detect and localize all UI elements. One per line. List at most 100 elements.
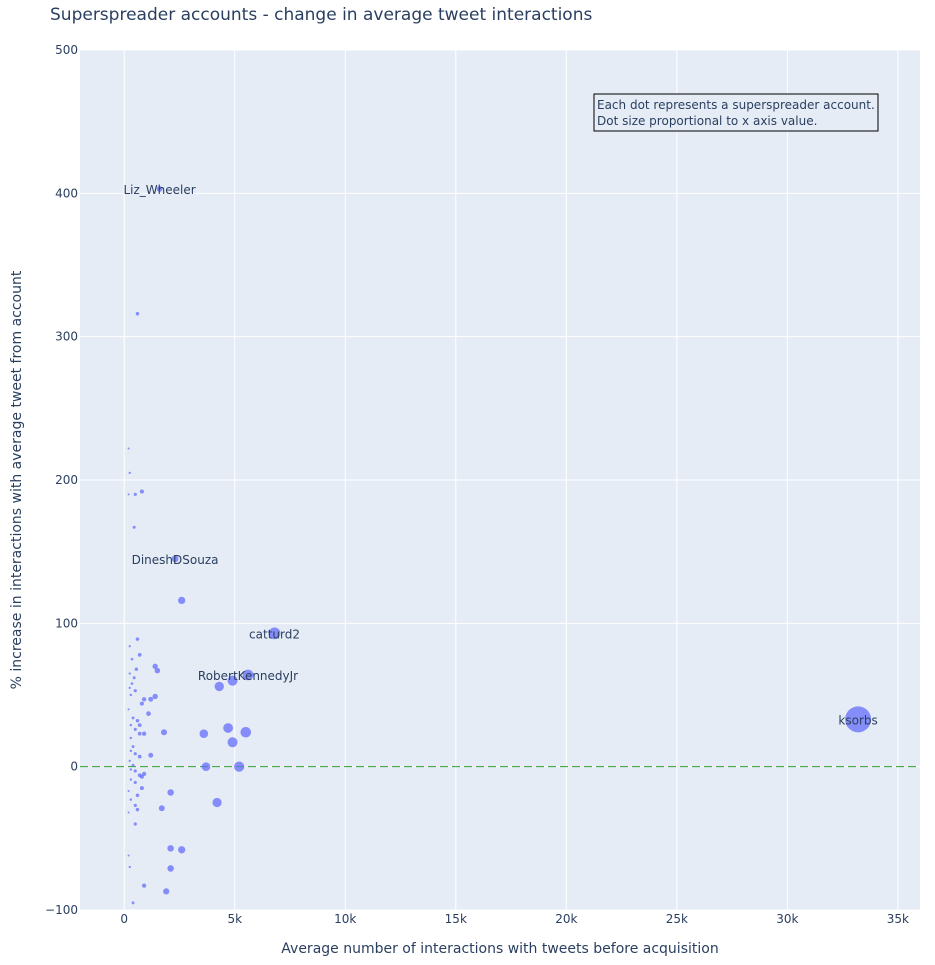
data-point [141, 731, 147, 736]
data-point [148, 696, 154, 702]
data-point [133, 492, 137, 496]
data-point [131, 716, 135, 720]
data-point [135, 719, 140, 723]
x-tick-label: 25k [666, 912, 688, 926]
data-point [154, 667, 161, 674]
data-point [171, 555, 179, 563]
data-point [134, 667, 139, 671]
data-point [133, 822, 137, 826]
x-tick-label: 0 [120, 912, 128, 926]
x-tick-label: 10k [334, 912, 356, 926]
data-point [135, 807, 140, 812]
data-point [129, 778, 133, 781]
data-point [128, 686, 131, 689]
data-point [130, 682, 134, 685]
point-label: ksorbs [838, 713, 877, 727]
y-tick-label: −100 [45, 903, 78, 917]
x-tick-label: 30k [776, 912, 798, 926]
point-label: DineshDSouza [132, 553, 219, 567]
data-point [127, 854, 130, 857]
data-point [133, 780, 137, 785]
annotation-line-1: Each dot represents a superspreader acco… [597, 98, 875, 112]
data-point [128, 645, 131, 648]
data-point [135, 793, 140, 798]
data-point [130, 657, 134, 661]
data-point [129, 693, 133, 697]
point-label: catturd2 [249, 627, 300, 641]
data-point [152, 663, 158, 670]
data-point [128, 672, 131, 675]
data-point [227, 675, 238, 686]
data-point [212, 797, 222, 808]
annotation-box: Each dot represents a superspreader acco… [593, 93, 879, 132]
data-point [132, 676, 136, 680]
point-label: RobertKennedyJr [198, 669, 298, 683]
data-point [127, 790, 130, 793]
data-point [129, 736, 133, 740]
annotation-frame [593, 93, 879, 132]
data-point [137, 652, 142, 657]
data-point [132, 525, 136, 529]
data-point [133, 727, 137, 731]
data-point [133, 689, 137, 693]
data-point [137, 723, 142, 727]
x-tick-label: 20k [555, 912, 577, 926]
annotation-line-2: Dot size proportional to x axis value. [597, 114, 817, 128]
data-point [152, 693, 158, 700]
data-point [223, 723, 233, 733]
data-point [128, 471, 131, 474]
data-point [178, 846, 186, 854]
data-point [199, 729, 209, 738]
data-point [167, 789, 174, 796]
data-point [268, 627, 281, 640]
y-tick-label: 0 [70, 760, 78, 774]
data-point [131, 745, 135, 749]
data-point [227, 737, 238, 748]
chart-title: Superspreader accounts - change in avera… [50, 5, 592, 25]
data-point [129, 798, 133, 801]
data-point [139, 701, 144, 706]
data-point [129, 749, 133, 753]
data-point [129, 723, 133, 727]
data-point [178, 596, 186, 605]
data-point [139, 786, 144, 791]
data-point [160, 729, 168, 736]
data-point [128, 865, 131, 869]
data-point [139, 489, 144, 494]
data-point [163, 888, 170, 895]
data-point [128, 759, 131, 763]
data-point [127, 447, 130, 450]
y-tick-label: 500 [55, 43, 78, 57]
point-labels: Liz_Wheeler DineshDSouza catturd2 RobertKen… [123, 183, 877, 727]
data-point [139, 774, 144, 779]
data-point [135, 637, 140, 641]
y-tick-label: 200 [55, 473, 78, 487]
x-tick-label: 35k [887, 912, 909, 926]
x-tick-label: 15k [445, 912, 467, 926]
data-point [127, 811, 130, 814]
data-point [131, 901, 135, 905]
data-point [141, 883, 147, 888]
data-point [240, 726, 252, 738]
data-point [234, 761, 245, 772]
data-point [141, 771, 147, 776]
data-point [158, 805, 165, 812]
data-point [135, 311, 140, 316]
data-point [214, 681, 224, 692]
y-tick-label: 100 [55, 616, 78, 630]
point-label: Liz_Wheeler [123, 183, 195, 197]
data-point [131, 763, 135, 767]
tick-labels: 0 5k 10k 15k 20k 25k 30k 35k −100 0 100 200 300 400 50… [45, 43, 909, 926]
data-point [129, 768, 133, 771]
data-point [137, 754, 142, 759]
data-point [167, 865, 174, 872]
data-point [141, 697, 147, 702]
data-point [133, 803, 137, 807]
data-point [127, 493, 130, 496]
data-point [156, 186, 163, 192]
data-point [167, 845, 174, 852]
data-point [133, 769, 137, 773]
data-point [845, 706, 872, 733]
data-point [148, 752, 154, 758]
